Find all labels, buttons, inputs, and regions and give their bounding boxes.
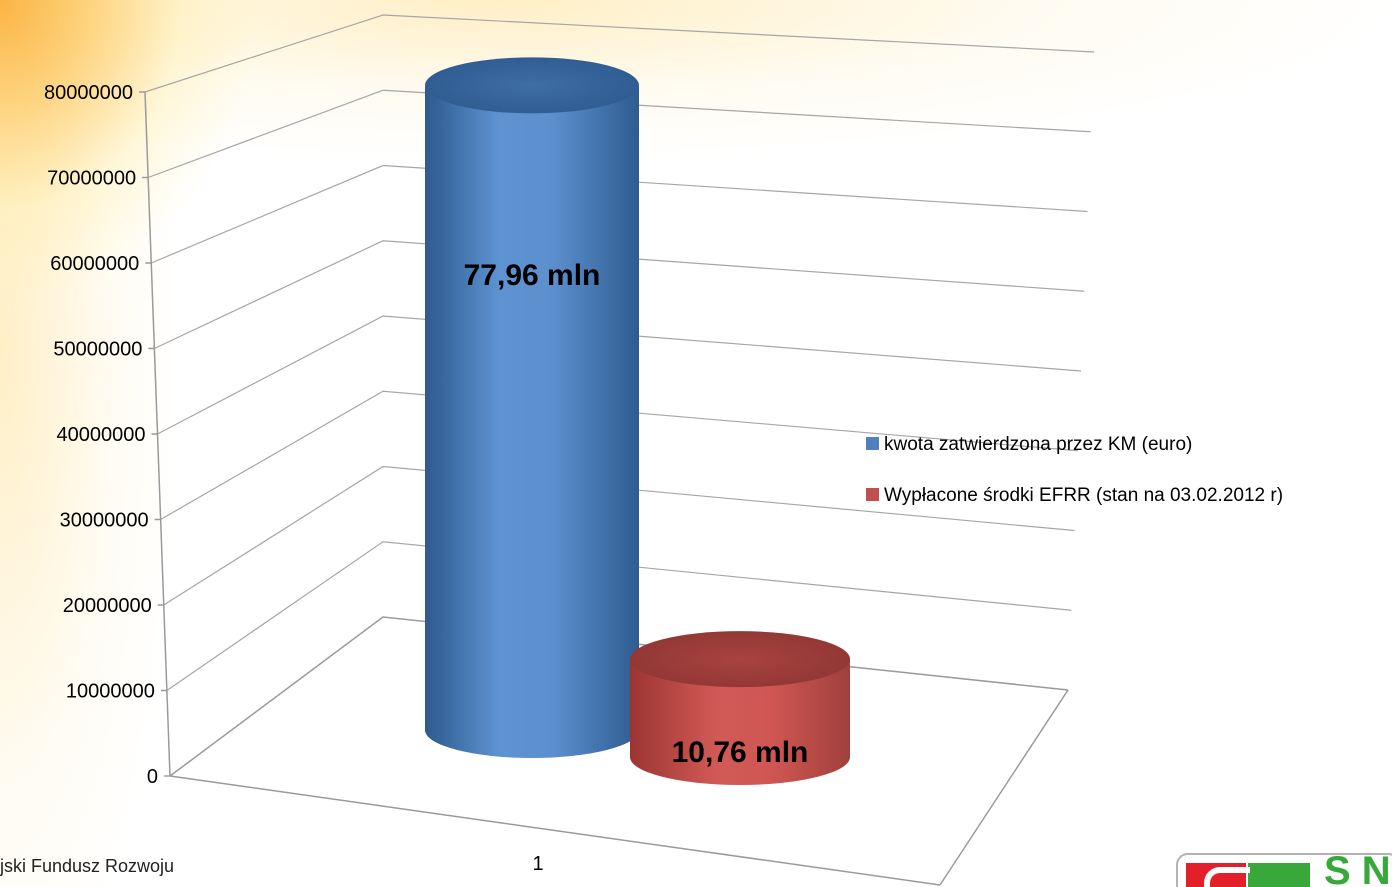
- legend-item: kwota zatwierdzona przez KM (euro): [866, 434, 1192, 455]
- legend-label: kwota zatwierdzona przez KM (euro): [884, 434, 1192, 455]
- legend-swatch: [866, 437, 879, 450]
- bars: [425, 57, 850, 785]
- y-axis-tick-labels: 0 10000000 20000000 30000000 40000000 5000000…: [44, 82, 158, 788]
- legend-item: Wypłacone środki EFRR (stan na 03.02.201…: [866, 485, 1283, 506]
- x-category-label: 1: [532, 853, 543, 875]
- bar-top: [630, 631, 850, 688]
- y-tick-label: 70000000: [47, 168, 136, 190]
- gridline: [144, 14, 1095, 93]
- data-label: 77,96 mln: [464, 259, 601, 292]
- y-tick-label: 30000000: [60, 510, 149, 532]
- bar-body: [425, 85, 639, 731]
- bar-approved: [425, 57, 639, 758]
- data-labels: 77,96 mln 10,76 mln: [464, 259, 809, 769]
- legend-label: Wypłacone środki EFRR (stan na 03.02.201…: [884, 485, 1283, 506]
- gridline: [160, 390, 1078, 521]
- y-tick-label: 40000000: [57, 424, 146, 446]
- footer-organization-text: jski Fundusz Rozwoju: [0, 856, 175, 876]
- y-tick-label: 0: [147, 766, 158, 788]
- y-tick-label: 20000000: [63, 595, 152, 617]
- floor-right-edge: [939, 689, 1069, 886]
- legend: kwota zatwierdzona przez KM (euro) Wypłac…: [866, 434, 1283, 506]
- logo-text: S N: [1324, 853, 1391, 887]
- y-tick-label: 80000000: [44, 82, 133, 104]
- gridline: [163, 465, 1075, 606]
- y-tick-label: 50000000: [53, 339, 142, 361]
- data-label: 10,76 mln: [672, 736, 809, 769]
- bar-paid: [630, 631, 850, 785]
- y-tick-label: 60000000: [50, 253, 139, 275]
- gridline: [147, 89, 1091, 179]
- gridline: [151, 164, 1088, 264]
- organization-logo: S N: [1176, 853, 1392, 887]
- y-tick-label: 10000000: [66, 681, 155, 703]
- gridline: [157, 315, 1082, 435]
- x-axis-category-labels: 1: [532, 853, 543, 875]
- gridline: [154, 240, 1085, 350]
- bar-top: [425, 57, 639, 114]
- gridline: [166, 541, 1072, 691]
- floor-front-edge: [169, 775, 941, 886]
- legend-swatch: [866, 488, 879, 501]
- gridlines: [144, 14, 1095, 691]
